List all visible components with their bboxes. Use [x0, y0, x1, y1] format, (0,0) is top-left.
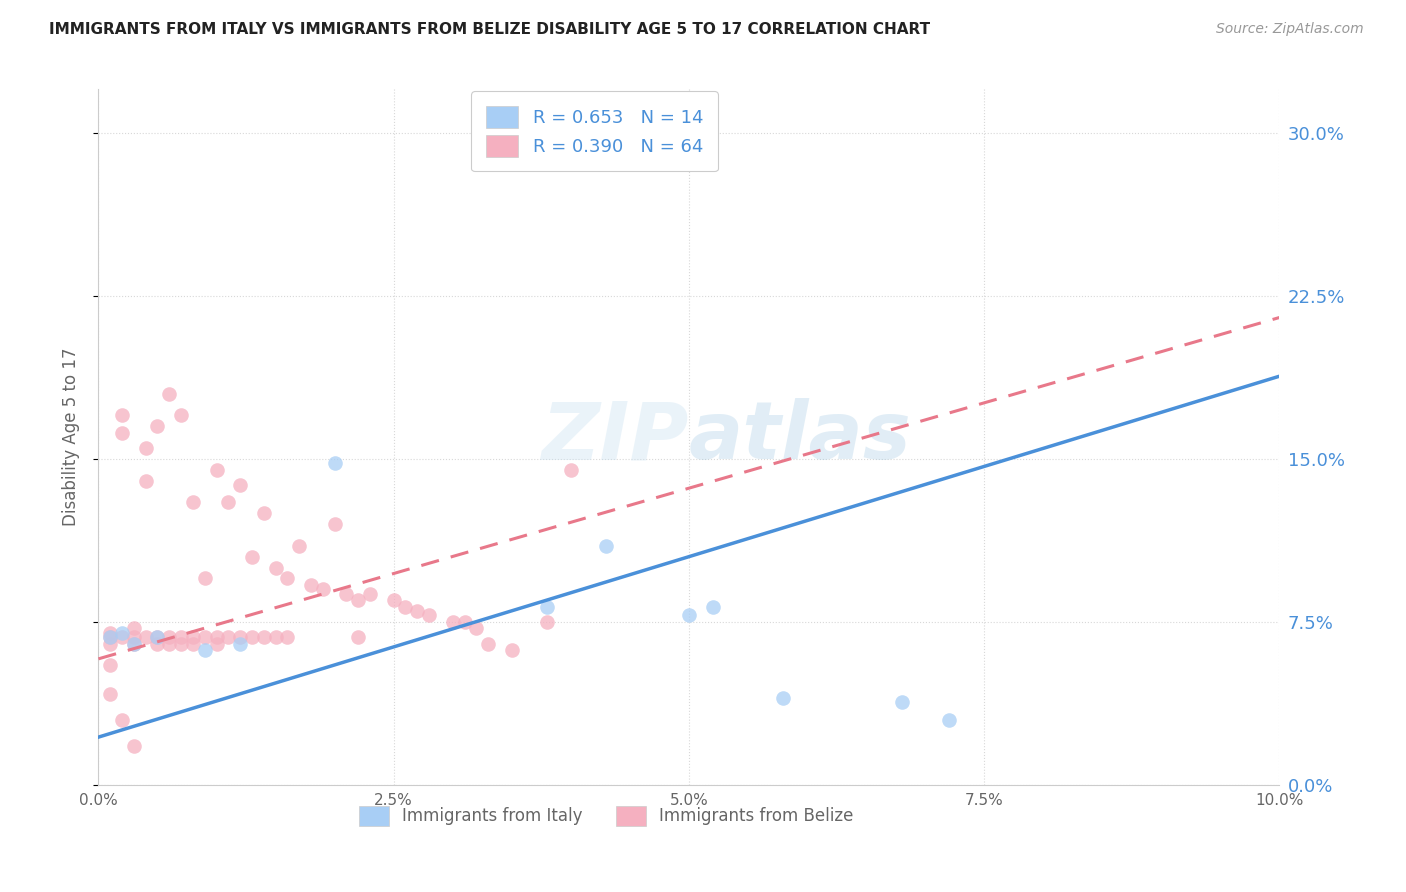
Point [217, 495, 239, 509]
Point [111, 425, 134, 440]
Point [194, 643, 217, 657]
Point [382, 593, 405, 607]
Point [938, 713, 960, 727]
Point [111, 409, 134, 423]
Point [205, 630, 228, 644]
Point [170, 409, 193, 423]
Point [217, 630, 239, 644]
Point [146, 419, 169, 434]
Point [122, 739, 145, 753]
Point [229, 630, 252, 644]
Point [772, 690, 794, 705]
Point [194, 571, 217, 585]
Point [111, 630, 134, 644]
Point [501, 643, 523, 657]
Point [453, 615, 475, 629]
Point [276, 571, 298, 585]
Point [264, 560, 287, 574]
Point [229, 478, 252, 492]
Point [181, 495, 204, 509]
Point [465, 621, 488, 635]
Text: ZIP: ZIP [541, 398, 689, 476]
Point [335, 587, 357, 601]
Point [312, 582, 335, 597]
Point [253, 506, 276, 520]
Point [702, 599, 724, 614]
Point [678, 608, 700, 623]
Text: atlas: atlas [689, 398, 911, 476]
Point [595, 539, 617, 553]
Point [359, 587, 381, 601]
Point [146, 630, 169, 644]
Point [98, 630, 121, 644]
Point [347, 630, 370, 644]
Point [276, 630, 298, 644]
Point [441, 615, 464, 629]
Point [264, 630, 287, 644]
Point [122, 637, 145, 651]
Point [157, 637, 180, 651]
Point [98, 630, 121, 644]
Point [477, 637, 499, 651]
Point [205, 463, 228, 477]
Point [135, 630, 157, 644]
Point [323, 516, 346, 531]
Point [240, 549, 263, 564]
Point [394, 599, 416, 614]
Point [406, 604, 429, 618]
Point [890, 695, 912, 709]
Point [536, 599, 558, 614]
Point [418, 608, 440, 623]
Point [146, 637, 169, 651]
Point [122, 621, 145, 635]
Point [288, 539, 311, 553]
Text: IMMIGRANTS FROM ITALY VS IMMIGRANTS FROM BELIZE DISABILITY AGE 5 TO 17 CORRELATI: IMMIGRANTS FROM ITALY VS IMMIGRANTS FROM… [49, 22, 931, 37]
Legend: Immigrants from Italy, Immigrants from Belize: Immigrants from Italy, Immigrants from B… [346, 792, 868, 839]
Point [229, 637, 252, 651]
Text: Source: ZipAtlas.com: Source: ZipAtlas.com [1216, 22, 1364, 37]
Point [111, 625, 134, 640]
Point [146, 630, 169, 644]
Point [157, 386, 180, 401]
Point [560, 463, 582, 477]
Point [111, 713, 134, 727]
Point [122, 630, 145, 644]
Point [98, 658, 121, 673]
Y-axis label: Disability Age 5 to 17: Disability Age 5 to 17 [62, 348, 80, 526]
Point [98, 637, 121, 651]
Point [323, 456, 346, 470]
Point [135, 441, 157, 455]
Point [181, 630, 204, 644]
Point [194, 630, 217, 644]
Point [170, 637, 193, 651]
Point [135, 474, 157, 488]
Point [170, 630, 193, 644]
Point [181, 637, 204, 651]
Point [98, 687, 121, 701]
Point [157, 630, 180, 644]
Point [205, 637, 228, 651]
Point [347, 593, 370, 607]
Point [253, 630, 276, 644]
Point [299, 578, 322, 592]
Point [98, 625, 121, 640]
Point [536, 615, 558, 629]
Point [240, 630, 263, 644]
Point [122, 637, 145, 651]
